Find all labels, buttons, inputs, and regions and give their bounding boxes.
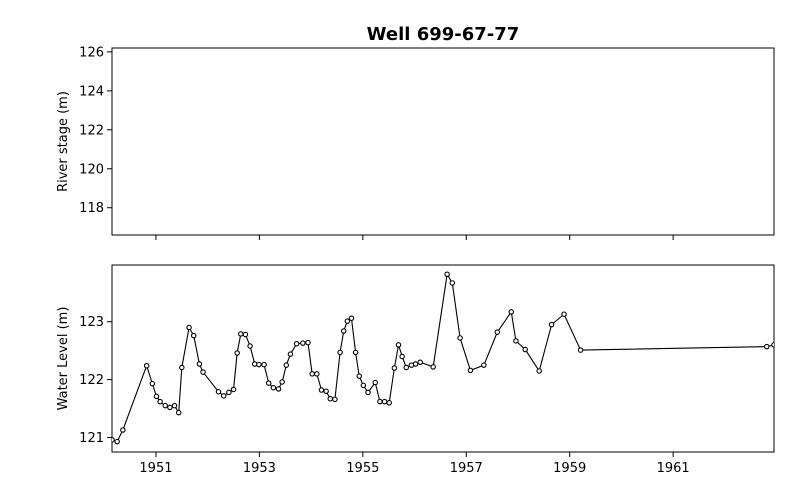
data-point xyxy=(175,409,182,416)
data-point xyxy=(395,342,402,348)
data-point xyxy=(226,389,232,396)
data-point xyxy=(300,340,306,346)
data-point xyxy=(430,364,436,370)
x-tick-label: 1951 xyxy=(139,461,172,476)
data-point xyxy=(120,427,126,433)
data-point xyxy=(360,382,367,389)
data-point xyxy=(513,338,519,344)
data-point xyxy=(318,387,325,393)
data-point xyxy=(265,380,272,386)
data-point xyxy=(230,386,237,393)
data-point xyxy=(386,400,392,406)
data-point xyxy=(344,318,351,324)
data-point xyxy=(577,347,584,353)
data-point xyxy=(444,271,450,278)
data-point xyxy=(143,362,150,369)
data-point xyxy=(771,342,774,348)
data-point xyxy=(112,437,115,443)
data-point xyxy=(256,361,262,368)
data-point xyxy=(171,402,178,409)
data-point xyxy=(261,361,267,368)
data-point xyxy=(467,367,474,374)
data-point xyxy=(283,362,290,368)
data-point xyxy=(381,398,388,405)
y-tick-label: 120 xyxy=(79,162,104,177)
water-level-panel: 1951 1953 1955 1957 1959 1961 121 122 123 Water L… xyxy=(56,264,775,476)
data-point xyxy=(270,384,277,391)
x-tick-label: 1961 xyxy=(657,461,690,476)
data-point xyxy=(220,393,227,399)
y-tick-label: 122 xyxy=(79,123,104,138)
y-tick-label: 121 xyxy=(79,431,104,446)
data-point xyxy=(457,335,463,341)
data-point xyxy=(399,353,405,360)
data-point xyxy=(114,438,120,445)
data-point xyxy=(196,361,203,367)
y-tick-label: 124 xyxy=(79,84,104,99)
y-tick-label: 123 xyxy=(79,315,104,330)
data-point xyxy=(234,350,240,356)
data-point xyxy=(167,404,173,411)
data-point xyxy=(309,371,315,377)
data-point xyxy=(365,389,371,396)
data-point xyxy=(162,402,169,409)
data-point xyxy=(323,388,329,394)
y-axis-label: Water Level (m) xyxy=(56,307,71,411)
data-point xyxy=(391,365,398,371)
data-point xyxy=(417,359,423,366)
data-point xyxy=(403,364,410,371)
data-point xyxy=(372,379,378,386)
axes-frame xyxy=(111,47,775,236)
series-group xyxy=(112,271,774,445)
y-tick-label: 122 xyxy=(79,373,104,388)
data-point xyxy=(186,324,192,331)
data-point xyxy=(481,362,487,368)
data-point xyxy=(340,328,347,334)
data-point xyxy=(508,309,515,315)
data-point xyxy=(190,332,197,339)
data-point xyxy=(247,343,253,349)
river-stage-panel: 118 120 122 124 126 River stage (m) xyxy=(56,45,775,240)
data-point xyxy=(548,321,555,328)
data-point xyxy=(149,380,156,387)
data-point xyxy=(348,315,355,322)
data-point xyxy=(275,386,282,392)
data-point xyxy=(764,343,770,350)
x-tick-label: 1953 xyxy=(243,461,276,476)
data-point xyxy=(200,369,206,375)
data-point xyxy=(356,373,362,379)
data-point xyxy=(327,395,333,402)
data-point xyxy=(293,340,300,347)
y-axis-label: River stage (m) xyxy=(56,91,71,192)
data-point xyxy=(279,379,285,385)
data-point xyxy=(314,371,320,377)
axes-frame xyxy=(111,264,775,453)
data-point xyxy=(522,346,528,353)
series-line xyxy=(112,272,774,443)
data-point xyxy=(332,396,338,403)
x-tick-label: 1959 xyxy=(553,461,586,476)
data-point xyxy=(561,311,567,317)
data-point xyxy=(179,364,185,371)
data-point xyxy=(412,361,419,367)
chart-title: Well 699-67-77 xyxy=(367,24,520,45)
data-point xyxy=(153,393,160,400)
data-point xyxy=(494,329,501,335)
data-point xyxy=(337,349,343,356)
data-point xyxy=(238,331,244,337)
y-tick-label: 118 xyxy=(79,201,104,216)
data-point xyxy=(449,280,456,286)
y-tick-label: 126 xyxy=(79,45,104,60)
data-point xyxy=(352,349,359,356)
data-point xyxy=(305,339,311,346)
x-tick-label: 1957 xyxy=(450,461,483,476)
x-tick-label: 1955 xyxy=(346,461,379,476)
data-point xyxy=(287,351,294,357)
data-point xyxy=(242,331,249,338)
data-point xyxy=(536,368,542,374)
data-point xyxy=(377,398,383,405)
data-point xyxy=(157,398,163,405)
data-point xyxy=(215,389,222,395)
